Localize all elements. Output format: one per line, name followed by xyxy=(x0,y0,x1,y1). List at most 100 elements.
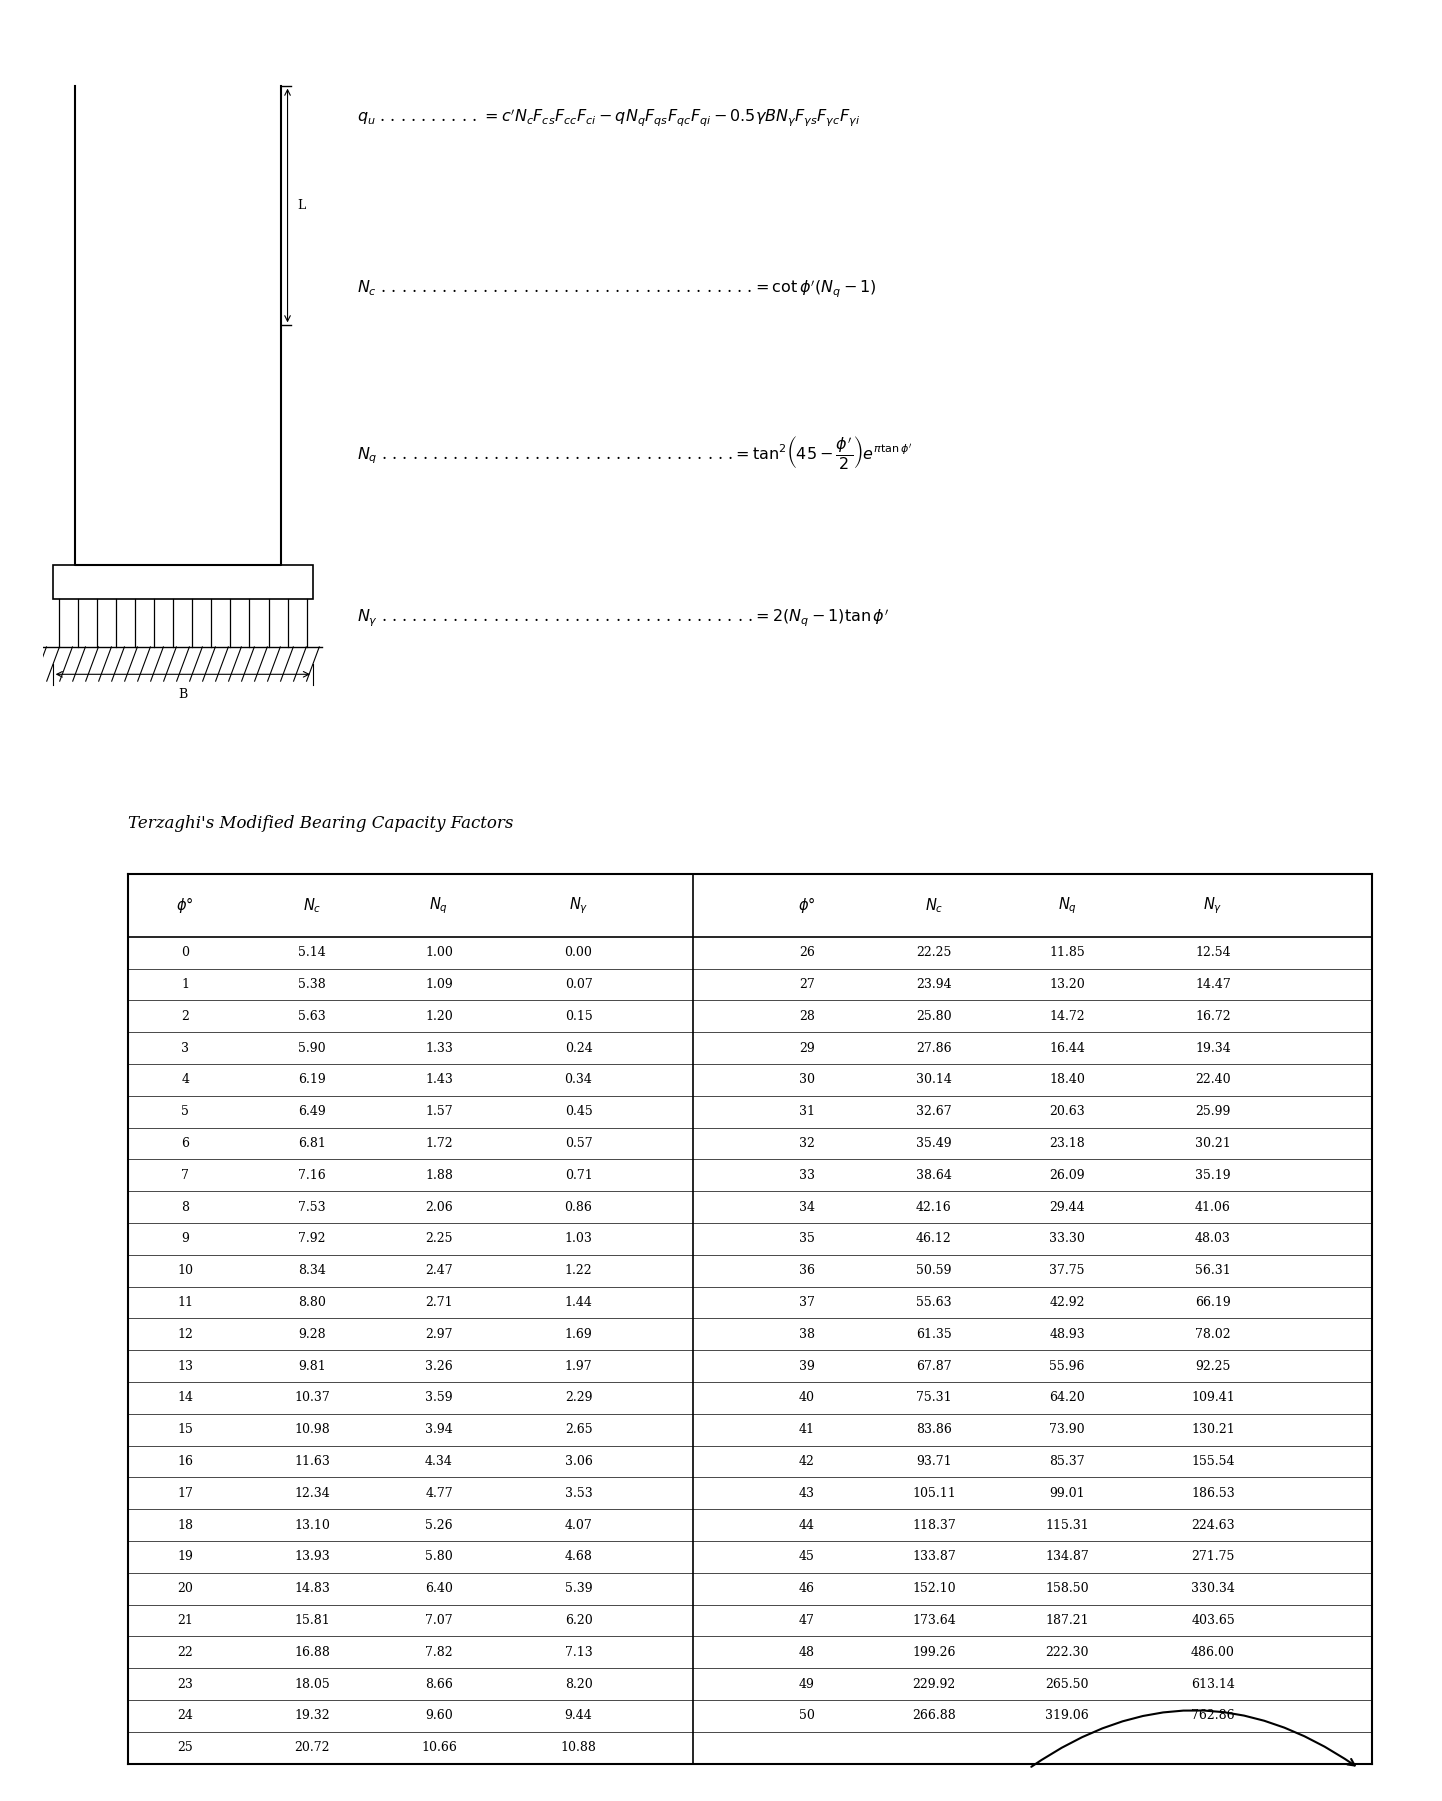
Text: 2: 2 xyxy=(182,1010,189,1023)
Text: 43: 43 xyxy=(799,1488,815,1500)
Text: 14: 14 xyxy=(177,1392,193,1405)
Text: 1: 1 xyxy=(182,978,189,991)
Text: 229.92: 229.92 xyxy=(913,1677,956,1691)
Text: 173.64: 173.64 xyxy=(911,1614,956,1626)
Text: 16.72: 16.72 xyxy=(1195,1010,1231,1023)
Text: 5: 5 xyxy=(182,1106,189,1118)
Text: 762.86: 762.86 xyxy=(1191,1709,1234,1722)
Text: 20.72: 20.72 xyxy=(294,1742,330,1754)
Text: 1.00: 1.00 xyxy=(425,946,453,960)
Text: 486.00: 486.00 xyxy=(1191,1646,1234,1659)
Text: 20.63: 20.63 xyxy=(1050,1106,1084,1118)
Text: 37.75: 37.75 xyxy=(1050,1264,1084,1277)
Text: 66.19: 66.19 xyxy=(1195,1297,1231,1309)
Text: 1.09: 1.09 xyxy=(425,978,453,991)
Text: 64.20: 64.20 xyxy=(1050,1392,1084,1405)
Text: 13.20: 13.20 xyxy=(1050,978,1084,991)
Text: 24: 24 xyxy=(177,1709,193,1722)
Text: 48.03: 48.03 xyxy=(1195,1232,1231,1246)
Text: 46.12: 46.12 xyxy=(916,1232,952,1246)
Text: 15.81: 15.81 xyxy=(294,1614,330,1626)
Text: 6.20: 6.20 xyxy=(565,1614,593,1626)
Text: 109.41: 109.41 xyxy=(1191,1392,1234,1405)
Text: 3.26: 3.26 xyxy=(425,1360,453,1372)
Text: 34: 34 xyxy=(799,1201,815,1214)
Text: 187.21: 187.21 xyxy=(1045,1614,1089,1626)
Text: 186.53: 186.53 xyxy=(1191,1488,1234,1500)
Text: 1.43: 1.43 xyxy=(425,1073,453,1086)
Text: 0.00: 0.00 xyxy=(565,946,593,960)
Text: 0.24: 0.24 xyxy=(565,1041,593,1055)
Text: 33.30: 33.30 xyxy=(1050,1232,1084,1246)
Text: 25: 25 xyxy=(177,1742,193,1754)
Text: 99.01: 99.01 xyxy=(1050,1488,1084,1500)
Text: $\phi°$: $\phi°$ xyxy=(176,895,193,915)
Text: 5.90: 5.90 xyxy=(298,1041,326,1055)
Text: 266.88: 266.88 xyxy=(911,1709,956,1722)
Text: 4.77: 4.77 xyxy=(425,1488,453,1500)
Text: 8: 8 xyxy=(182,1201,189,1214)
Text: 0.15: 0.15 xyxy=(565,1010,593,1023)
Text: 15: 15 xyxy=(177,1423,193,1435)
Text: 23.18: 23.18 xyxy=(1050,1136,1084,1151)
Text: 0.07: 0.07 xyxy=(565,978,593,991)
Text: 6.49: 6.49 xyxy=(298,1106,326,1118)
Text: 17: 17 xyxy=(177,1488,193,1500)
Text: 8.20: 8.20 xyxy=(565,1677,593,1691)
Text: 36: 36 xyxy=(799,1264,815,1277)
Text: 5.38: 5.38 xyxy=(298,978,326,991)
Text: 67.87: 67.87 xyxy=(916,1360,952,1372)
Text: $N_c$: $N_c$ xyxy=(924,895,943,915)
Text: 37: 37 xyxy=(799,1297,815,1309)
Text: 6.81: 6.81 xyxy=(298,1136,326,1151)
Text: 19: 19 xyxy=(177,1551,193,1563)
Text: $q_u$ . . . . . . . . . . $= c'N_cF_{cs}F_{cc}F_{ci} - qN_qF_{qs}F_{qc}F_{qi} - : $q_u$ . . . . . . . . . . $= c'N_cF_{cs}… xyxy=(356,106,859,128)
Text: 1.20: 1.20 xyxy=(425,1010,453,1023)
Text: 118.37: 118.37 xyxy=(911,1518,956,1531)
Text: $N_\gamma$: $N_\gamma$ xyxy=(1203,895,1223,915)
Text: 2.25: 2.25 xyxy=(425,1232,453,1246)
Text: 5.80: 5.80 xyxy=(425,1551,453,1563)
Text: 0.71: 0.71 xyxy=(565,1169,593,1181)
Text: 1.69: 1.69 xyxy=(565,1327,593,1340)
Text: 1.44: 1.44 xyxy=(565,1297,593,1309)
Text: 3.59: 3.59 xyxy=(425,1392,453,1405)
Text: $N_\gamma$ . . . . . . . . . . . . . . . . . . . . . . . . . . . . . . . . . . .: $N_\gamma$ . . . . . . . . . . . . . . .… xyxy=(356,605,890,629)
Text: 16: 16 xyxy=(177,1455,193,1468)
Text: 2.06: 2.06 xyxy=(425,1201,453,1214)
Text: 0.86: 0.86 xyxy=(565,1201,593,1214)
Text: 158.50: 158.50 xyxy=(1045,1581,1089,1596)
Text: 1.03: 1.03 xyxy=(565,1232,593,1246)
FancyArrowPatch shape xyxy=(1031,1711,1354,1767)
Text: 10: 10 xyxy=(177,1264,193,1277)
Text: 330.34: 330.34 xyxy=(1191,1581,1234,1596)
Text: 83.86: 83.86 xyxy=(916,1423,952,1435)
Text: 7.07: 7.07 xyxy=(425,1614,453,1626)
Text: 35.49: 35.49 xyxy=(916,1136,952,1151)
Text: 22: 22 xyxy=(177,1646,193,1659)
Text: 4.68: 4.68 xyxy=(565,1551,593,1563)
Text: 92.25: 92.25 xyxy=(1195,1360,1230,1372)
Text: 18.40: 18.40 xyxy=(1050,1073,1084,1086)
Text: 28: 28 xyxy=(799,1010,815,1023)
Text: 319.06: 319.06 xyxy=(1045,1709,1089,1722)
Text: 56.31: 56.31 xyxy=(1195,1264,1231,1277)
Text: L: L xyxy=(297,198,306,213)
Text: $N_q$: $N_q$ xyxy=(1057,895,1077,915)
Text: 403.65: 403.65 xyxy=(1191,1614,1234,1626)
Text: 75.31: 75.31 xyxy=(916,1392,952,1405)
Text: 55.63: 55.63 xyxy=(916,1297,952,1309)
Text: 9.44: 9.44 xyxy=(565,1709,593,1722)
Text: 12: 12 xyxy=(177,1327,193,1340)
Text: 73.90: 73.90 xyxy=(1050,1423,1084,1435)
Text: 14.47: 14.47 xyxy=(1195,978,1231,991)
Text: 152.10: 152.10 xyxy=(911,1581,956,1596)
Text: 78.02: 78.02 xyxy=(1195,1327,1231,1340)
Text: 7.13: 7.13 xyxy=(565,1646,593,1659)
Text: 2.97: 2.97 xyxy=(425,1327,453,1340)
Text: 3.53: 3.53 xyxy=(565,1488,593,1500)
Text: 1.22: 1.22 xyxy=(565,1264,593,1277)
Text: 32.67: 32.67 xyxy=(916,1106,952,1118)
Text: 0.57: 0.57 xyxy=(565,1136,593,1151)
Text: 5.39: 5.39 xyxy=(565,1581,593,1596)
